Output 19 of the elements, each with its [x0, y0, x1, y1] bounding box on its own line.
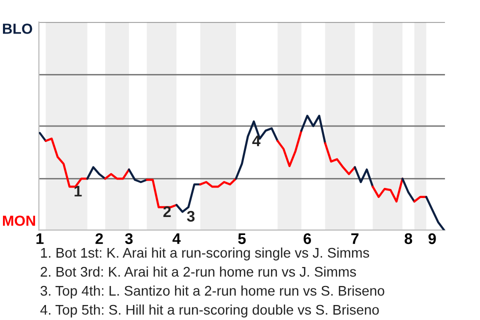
- x-tick-label: 8: [404, 233, 412, 244]
- text: 4. Top 5th: S. Hill hit a run-scoring double vs S. Briseno: [40, 304, 379, 318]
- x-tick-label: 5: [238, 233, 246, 244]
- annotation: 4: [252, 136, 260, 146]
- annotation: 2: [163, 206, 171, 217]
- x-tick-label: 9: [428, 233, 436, 244]
- text: 2. Bot 3rd: K. Arai hit a 2-run home run vs J. Simms: [40, 266, 356, 277]
- text: 1. Bot 1st: K. Arai hit a run-scoring single vs J. Simms: [41, 248, 370, 260]
- x-tick-label: 4: [172, 233, 181, 244]
- text: 3. Top 4th: L. Santizo hit a 2-run home run vs S. Briseno: [40, 286, 384, 298]
- annotation: 1: [74, 186, 82, 196]
- x-tick-label: 6: [304, 233, 312, 244]
- x-tick-label: 1: [36, 233, 44, 244]
- text: MON: [2, 216, 36, 226]
- annotation: 3: [186, 210, 195, 222]
- text: BLO: [2, 24, 32, 34]
- x-tick-label: 2: [96, 233, 103, 244]
- x-tick-label: 3: [125, 233, 133, 244]
- x-tick-label: 7: [351, 233, 358, 244]
